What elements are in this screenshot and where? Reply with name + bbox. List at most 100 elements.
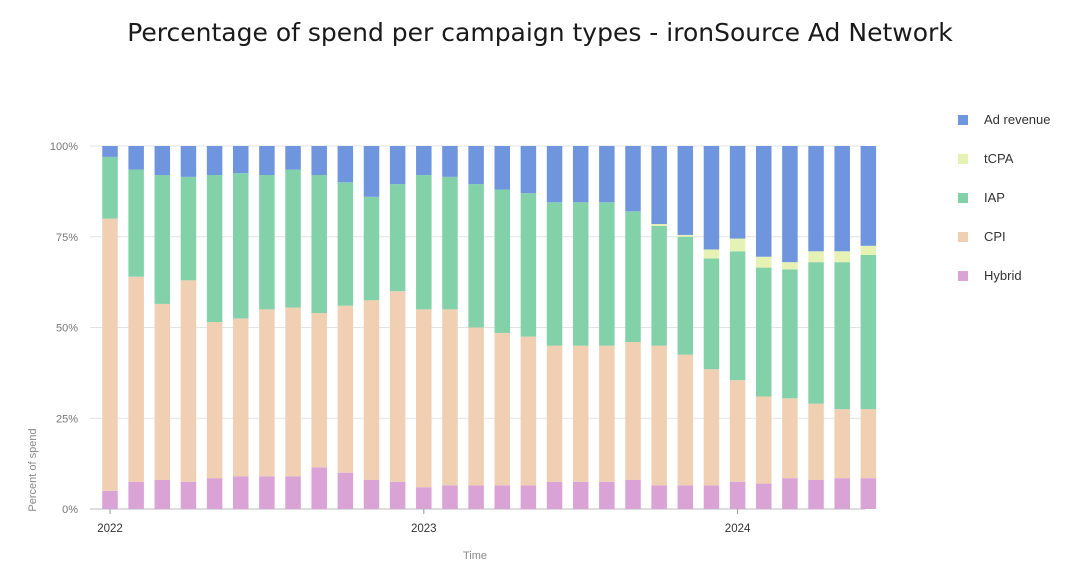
bar-segment-hybrid (180, 481, 197, 509)
bar-segment-hybrid (546, 481, 563, 509)
legend-swatch (958, 153, 968, 164)
bar-segment-cpi (860, 409, 877, 479)
bar-segment-hybrid (834, 478, 850, 509)
bar-segment-cpi (206, 322, 223, 479)
bar-segment-cpi (285, 307, 301, 477)
bar-segment-hybrid (154, 479, 171, 509)
bar-segment-cpi (520, 336, 537, 486)
bar-segment-hybrid (363, 479, 380, 509)
bar-segment-ad-revenue (442, 146, 458, 177)
bar-segment-cpi (756, 396, 772, 484)
bar-segment-ad-revenue (128, 146, 144, 170)
y-tick-label: 0% (62, 504, 78, 516)
bar-segment-hybrid (599, 481, 615, 509)
bar-segment-iap (180, 176, 197, 281)
bar-segment-hybrid (468, 485, 484, 509)
bar-segment-iap (468, 184, 484, 328)
x-axis-label: Time (463, 550, 487, 562)
legend-item-iap[interactable]: IAP (958, 178, 1051, 217)
bar-segment-ad-revenue (102, 146, 118, 157)
y-axis-ticks: 0% 25% 50% 75% 100% (50, 141, 78, 516)
x-tick-label: 2022 (97, 523, 123, 535)
bar-segment-ad-revenue (546, 146, 563, 203)
legend-item-cpi[interactable]: CPI (958, 217, 1051, 256)
bar-segment-hybrid (729, 481, 746, 509)
legend-swatch (958, 231, 968, 242)
bar-segment-cpi (834, 409, 850, 479)
bar-segment-tcpa (860, 245, 877, 255)
bar-segment-hybrid (337, 472, 354, 509)
bar-segment-cpi (468, 327, 484, 486)
legend-swatch (958, 192, 968, 203)
bar-segment-cpi (677, 354, 694, 486)
chart-title: Percentage of spend per campaign types -… (127, 18, 953, 47)
bar-segment-ad-revenue (651, 146, 667, 225)
bar-segment-ad-revenue (703, 146, 720, 250)
bar-segment-iap (860, 254, 877, 410)
bar-segment-iap (285, 169, 301, 308)
bar-segment-ad-revenue (677, 146, 694, 235)
y-tick-label: 50% (56, 323, 78, 335)
bar-segment-cpi (572, 345, 589, 482)
bar-segment-iap (337, 182, 354, 306)
legend-item-tcpa[interactable]: tCPA (958, 139, 1051, 178)
bar-segment-iap (677, 236, 694, 355)
bar-segment-tcpa (677, 234, 694, 237)
bar-segment-iap (756, 267, 772, 397)
bar-segment-cpi (442, 309, 458, 486)
bar-segment-cpi (416, 309, 432, 488)
bar-segment-cpi (337, 305, 354, 473)
bar-segment-iap (311, 175, 327, 313)
bar-segment-ad-revenue (860, 146, 877, 246)
bar-segment-hybrid (206, 478, 223, 509)
legend-label: Ad revenue (984, 112, 1051, 127)
bar-segment-ad-revenue (311, 146, 327, 176)
bar-segment-iap (572, 202, 589, 346)
bar-segment-hybrid (808, 479, 824, 509)
bar-segment-iap (834, 262, 850, 410)
bar-segment-iap (154, 175, 171, 304)
legend-swatch (958, 270, 968, 281)
bar-segment-ad-revenue (808, 146, 824, 252)
legend-item-ad-revenue[interactable]: Ad revenue (958, 100, 1051, 139)
bar-segment-ad-revenue (337, 146, 354, 183)
bar-segment-ad-revenue (494, 146, 510, 190)
bar-segment-iap (363, 196, 380, 301)
bar-segment-hybrid (677, 485, 694, 509)
bar-segment-ad-revenue (206, 146, 223, 176)
bar-segment-hybrid (128, 481, 144, 509)
legend-item-hybrid[interactable]: Hybrid (958, 256, 1051, 295)
legend: Ad revenue tCPA IAP CPI Hybrid (958, 100, 1051, 295)
bar-segment-tcpa (756, 256, 772, 268)
y-tick-label: 100% (50, 141, 78, 153)
bar-segment-iap (703, 258, 720, 370)
bar-segment-iap (651, 225, 667, 346)
bar-segment-ad-revenue (625, 146, 641, 212)
bar-segment-iap (599, 202, 615, 346)
bar-segment-ad-revenue (389, 146, 406, 185)
y-tick-label: 75% (56, 232, 78, 244)
bar-segment-iap (233, 173, 249, 319)
x-tick-label: 2023 (411, 523, 437, 535)
bar-segment-ad-revenue (363, 146, 380, 197)
bar-segment-ad-revenue (285, 146, 301, 170)
bar-segment-ad-revenue (756, 146, 772, 257)
bar-segment-hybrid (259, 476, 275, 509)
bar-segment-cpi (154, 303, 171, 480)
bar-segment-ad-revenue (180, 146, 197, 177)
bar-segment-tcpa (808, 251, 824, 263)
bar-segment-cpi (703, 369, 720, 486)
bar-segment-cpi (233, 318, 249, 477)
bar-segment-hybrid (572, 481, 589, 509)
bar-segment-iap (520, 193, 537, 337)
legend-swatch (958, 114, 968, 125)
bar-segment-hybrid (625, 479, 641, 509)
bar-segment-cpi (494, 332, 510, 486)
bar-segment-cpi (808, 403, 824, 480)
bar-segment-hybrid (756, 483, 772, 509)
bar-segment-iap (389, 184, 406, 292)
bar-segment-ad-revenue (259, 146, 275, 176)
bar-segment-cpi (311, 312, 327, 468)
bar-segment-cpi (128, 276, 144, 482)
x-axis-ticks: 2022 2023 2024 (97, 509, 751, 535)
